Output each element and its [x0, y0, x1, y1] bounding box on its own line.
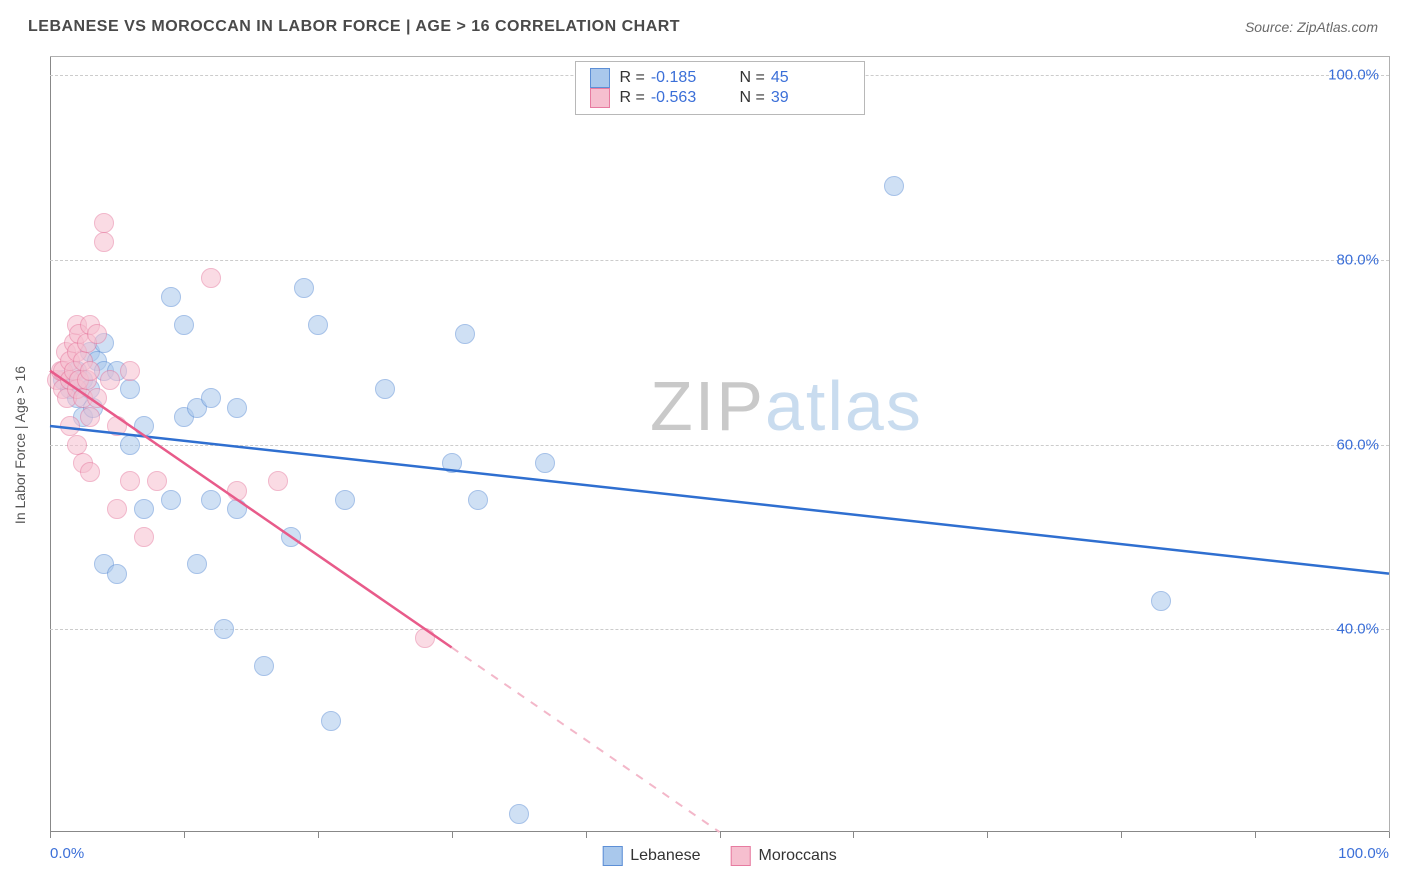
x-tick: [586, 832, 587, 838]
legend-n-lebanese: 45: [771, 69, 789, 87]
legend-label-lebanese: Lebanese: [630, 847, 700, 865]
legend-swatch-moroccans: [590, 88, 610, 108]
legend-r-lebanese: -0.185: [651, 69, 696, 87]
legend-swatch-lebanese: [590, 68, 610, 88]
legend-series: Lebanese Moroccans: [602, 846, 837, 866]
legend-label-moroccans: Moroccans: [759, 847, 837, 865]
chart-area: In Labor Force | Age > 16 ZIPatlas 100.0…: [50, 56, 1390, 832]
legend-n-moroccans: 39: [771, 89, 789, 107]
x-tick: [1255, 832, 1256, 838]
x-tick: [987, 832, 988, 838]
legend-item-moroccans: Moroccans: [731, 846, 837, 866]
x-tick: [1389, 832, 1390, 838]
x-tick: [452, 832, 453, 838]
legend-item-lebanese: Lebanese: [602, 846, 700, 866]
x-tick: [50, 832, 51, 838]
legend-swatch-lebanese: [602, 846, 622, 866]
legend-row: R = -0.563 N = 39: [590, 88, 850, 108]
x-tick-label-end: 100.0%: [1338, 845, 1389, 862]
regression-line: [50, 371, 452, 648]
x-tick: [184, 832, 185, 838]
x-tick-label-start: 0.0%: [50, 845, 84, 862]
legend-correlation: R = -0.185 N = 45 R = -0.563 N = 39: [575, 61, 865, 115]
regression-lines: [50, 57, 1389, 832]
x-tick: [318, 832, 319, 838]
chart-source: Source: ZipAtlas.com: [1245, 19, 1378, 35]
regression-line: [50, 426, 1389, 574]
legend-swatch-moroccans: [731, 846, 751, 866]
regression-line-dashed: [452, 647, 720, 832]
x-tick: [853, 832, 854, 838]
x-tick: [1121, 832, 1122, 838]
x-tick: [720, 832, 721, 838]
legend-row: R = -0.185 N = 45: [590, 68, 850, 88]
legend-r-moroccans: -0.563: [651, 89, 696, 107]
y-axis-label: In Labor Force | Age > 16: [12, 365, 28, 523]
chart-title: LEBANESE VS MOROCCAN IN LABOR FORCE | AG…: [28, 18, 680, 36]
header: LEBANESE VS MOROCCAN IN LABOR FORCE | AG…: [0, 0, 1406, 48]
